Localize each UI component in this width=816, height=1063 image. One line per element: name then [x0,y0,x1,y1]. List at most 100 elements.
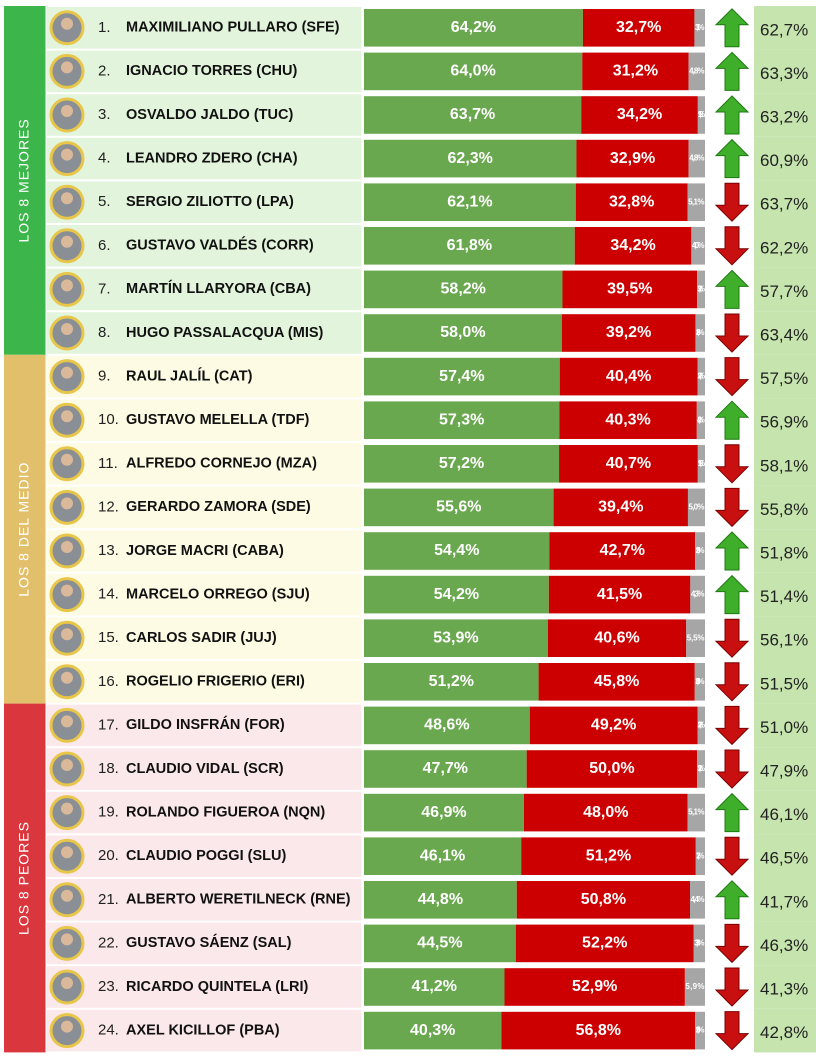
trend-arrow [714,138,750,179]
bar-label: 5,1% [688,808,704,817]
bar-label: 5,5% [687,633,705,642]
previous-cell [754,136,816,181]
bar-label: 46,9% [421,804,466,821]
bar-segment [529,706,698,745]
name: GUSTAVO VALDÉS (CORR) [126,237,314,254]
bar-segment [561,314,696,352]
group-label: LOS 8 DEL MEDIO [16,462,32,597]
bar-segment [691,227,705,265]
bar-label: 2,3% [697,764,705,773]
previous-value: 51,4% [760,587,808,606]
bar-label: 34,2% [610,237,655,254]
bar-segment [574,227,692,265]
bar-segment [697,706,705,745]
name: RAUL JALÍL (CAT) [126,367,253,384]
bar-label: 42,7% [600,542,645,559]
previous-cell [754,616,816,660]
previous-cell [754,572,816,617]
bar-label: 40,6% [594,629,639,646]
bar-segment [697,270,705,309]
bar-label: 41,5% [597,586,642,603]
bar-segment [582,52,689,91]
group-label: LOS 8 PEORES [16,821,32,935]
rank: 12. [98,498,119,515]
bar-segment [694,9,705,47]
name-cell [45,747,363,791]
bar-label: 4,3% [691,590,705,599]
bar-label: 4,4% [690,895,704,904]
group-label: LOS 8 MEJORES [16,118,32,242]
name-cell [45,834,363,879]
previous-cell [754,93,816,137]
rank: 18. [98,760,119,777]
bar-label: 55,6% [436,499,481,516]
trend-arrow [714,792,750,833]
previous-value: 58,1% [760,456,808,475]
bar-label: 4,0% [692,241,705,250]
previous-value: 47,9% [760,761,808,780]
bar-segment [364,183,576,221]
photo-head [61,715,73,728]
photo-head [61,671,73,684]
photo-head [61,148,73,161]
photo-head [61,105,73,117]
bar-label: 64,0% [450,63,495,80]
bar-segment [364,445,560,483]
name-cell [45,6,363,50]
bar-segment [559,401,697,439]
bar-segment [687,183,705,221]
previous-cell [754,660,816,704]
bar-segment [576,139,689,178]
rank: 23. [98,978,119,995]
previous-value: 46,1% [760,805,808,824]
bar-label: 2,3% [697,285,705,294]
bar-segment [548,575,691,614]
previous-value: 63,4% [760,325,808,344]
bar-segment [688,139,705,178]
name: OSVALDO JALDO (TUC) [126,107,293,123]
trend-arrow [714,967,750,1007]
name-cell [45,398,363,442]
previous-value: 51,0% [760,718,808,737]
name: AXEL KICILLOF (PBA) [126,1022,280,1038]
photo-head [61,541,73,553]
bar-segment [697,750,705,788]
previous-value: 41,7% [760,892,808,911]
bar-label: 2,1% [698,459,706,468]
bar-segment [689,881,705,919]
bar-label: 50,0% [589,760,634,777]
bar-label: 5,9% [685,982,704,991]
rank: 1. [98,19,111,36]
name-cell [45,790,363,835]
bar-segment [364,750,527,788]
photo-head [61,1020,73,1033]
name: RICARDO QUINTELA (LRI) [126,979,308,995]
previous-value: 57,7% [760,282,808,301]
bar-label: 2,4% [697,415,705,424]
name: GUSTAVO SÁENZ (SAL) [126,934,292,951]
previous-cell [754,442,816,486]
photo-head [61,759,73,771]
bar-label: 4,8% [689,154,704,163]
bar-label: 2,2% [697,372,705,381]
rank: 13. [98,542,119,559]
bar-label: 52,9% [572,978,617,995]
bar-label: 39,5% [607,281,652,298]
bar-label: 3,1% [695,23,705,32]
previous-cell [754,354,816,399]
trend-arrow [714,487,750,528]
previous-cell [754,224,816,268]
photo-head [61,628,73,641]
trend-arrow [714,226,750,266]
previous-value: 42,8% [760,1023,808,1042]
trend-arrow [714,618,750,658]
bar-segment [687,793,705,832]
trend-arrow [714,836,750,876]
bar-label: 54,2% [434,586,479,603]
previous-cell [754,485,816,530]
previous-value: 56,1% [760,631,808,650]
previous-cell [754,49,816,94]
name: IGNACIO TORRES (CHU) [126,63,297,79]
trend-arrow [714,662,750,702]
previous-cell [754,398,816,442]
